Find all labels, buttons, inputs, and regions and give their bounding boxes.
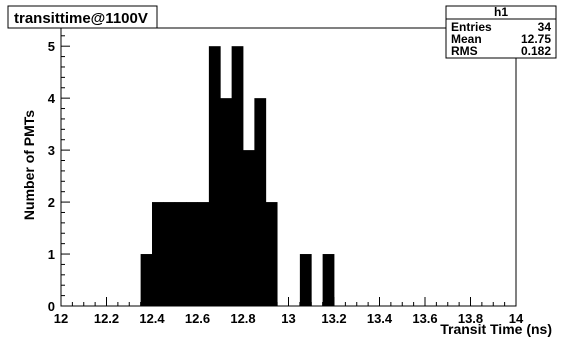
stats-mean-value: 12.75 bbox=[521, 32, 551, 46]
stats-rms-value: 0.182 bbox=[521, 44, 551, 58]
stats-name: h1 bbox=[494, 5, 508, 19]
x-tick-label-3: 12.6 bbox=[185, 311, 210, 326]
x-axis-title: Transit Time (ns) bbox=[440, 321, 552, 337]
histogram-bar-6 bbox=[208, 46, 221, 306]
y-tick-label-2: 2 bbox=[48, 195, 55, 210]
stats-mean-label: Mean bbox=[451, 32, 482, 46]
x-axis-ticks: 12 12.2 12.4 12.6 12.8 13 13.2 13.4 13.6 13.8 14 bbox=[54, 297, 524, 326]
stats-box: h1 Entries 34 Mean 12.75 RMS 0.182 bbox=[445, 5, 557, 59]
y-axis-title: Number of PMTs bbox=[21, 110, 37, 220]
x-tick-label-5: 13 bbox=[281, 311, 295, 326]
histogram-bars bbox=[140, 46, 335, 306]
histogram-bar-0 bbox=[140, 254, 153, 306]
histogram-bar-4 bbox=[186, 202, 198, 306]
histogram-bar-7 bbox=[220, 98, 233, 306]
y-tick-label-5: 5 bbox=[48, 39, 55, 54]
x-tick-label-10: 14 bbox=[509, 311, 524, 326]
chart-title: transittime@1100V bbox=[14, 10, 148, 27]
histogram-bar-13 bbox=[322, 254, 335, 306]
stats-frame bbox=[445, 5, 557, 59]
x-tick-label-0: 12 bbox=[54, 311, 68, 326]
x-tick-label-6: 13.2 bbox=[321, 311, 346, 326]
stats-entries-label: Entries bbox=[451, 20, 492, 34]
histogram-bar-3 bbox=[174, 202, 187, 306]
plot-frame bbox=[60, 27, 517, 307]
title-box bbox=[7, 5, 158, 29]
histogram-bar-2 bbox=[163, 202, 176, 306]
histogram-bar-12 bbox=[299, 254, 312, 306]
histogram-bar-1 bbox=[152, 202, 164, 306]
x-tick-label-4: 12.8 bbox=[230, 311, 255, 326]
histogram-bar-8 bbox=[231, 46, 244, 306]
x-tick-label-8: 13.6 bbox=[412, 311, 437, 326]
y-tick-label-1: 1 bbox=[48, 247, 55, 262]
stats-rms-label: RMS bbox=[451, 44, 478, 58]
stats-entries-value: 34 bbox=[538, 20, 552, 34]
y-tick-label-3: 3 bbox=[48, 143, 55, 158]
x-tick-label-7: 13.4 bbox=[367, 311, 393, 326]
y-tick-label-0: 0 bbox=[48, 299, 55, 314]
histogram-bar-11 bbox=[265, 202, 278, 306]
y-tick-label-4: 4 bbox=[48, 91, 56, 106]
x-tick-label-1: 12.2 bbox=[94, 311, 119, 326]
x-tick-label-2: 12.4 bbox=[139, 311, 165, 326]
histogram-bar-9 bbox=[243, 150, 255, 306]
y-axis-ticks: 0 1 2 3 4 5 bbox=[48, 35, 70, 314]
histogram-bar-10 bbox=[254, 98, 267, 306]
x-tick-label-9: 13.8 bbox=[458, 311, 483, 326]
histogram-bar-5 bbox=[197, 202, 210, 306]
